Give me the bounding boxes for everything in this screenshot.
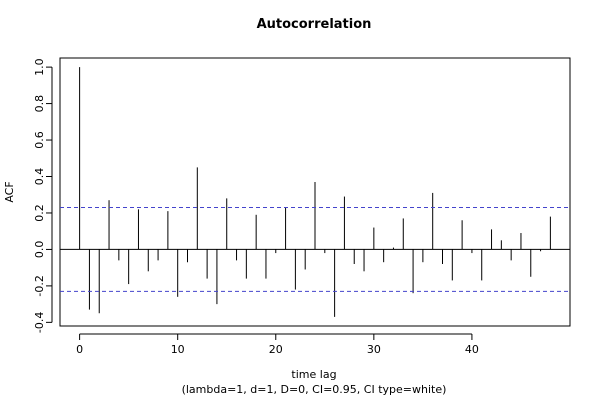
x-tick-label: 40 (465, 343, 479, 356)
y-tick-label: -0.2 (33, 275, 46, 296)
y-tick-label: 0.6 (33, 131, 46, 149)
y-tick-label: 0.8 (33, 95, 46, 113)
y-axis: -0.4 -0.2 0.0 0.2 0.4 0.6 0.8 1.0 (33, 58, 53, 333)
y-tick-label: 0.2 (33, 204, 46, 222)
x-tick-label: 30 (367, 343, 381, 356)
x-axis-subtitle: (lambda=1, d=1, D=0, CI=0.95, CI type=wh… (182, 383, 447, 396)
y-axis-label: ACF (3, 181, 16, 202)
x-tick-label: 10 (171, 343, 185, 356)
acf-bars (60, 67, 570, 317)
y-tick-label: 0.0 (33, 241, 46, 259)
x-tick-label: 20 (269, 343, 283, 356)
confidence-lines (60, 206, 570, 292)
plot-frame (59, 57, 571, 327)
chart-title: Autocorrelation (257, 17, 372, 32)
y-tick-label: -0.4 (33, 312, 46, 333)
x-tick-label: 0 (76, 343, 83, 356)
y-tick-label: 0.4 (33, 168, 46, 186)
x-axis: 0 10 20 30 40 (76, 333, 479, 356)
x-axis-label: time lag (291, 368, 336, 381)
y-tick-label: 1.0 (33, 58, 46, 76)
